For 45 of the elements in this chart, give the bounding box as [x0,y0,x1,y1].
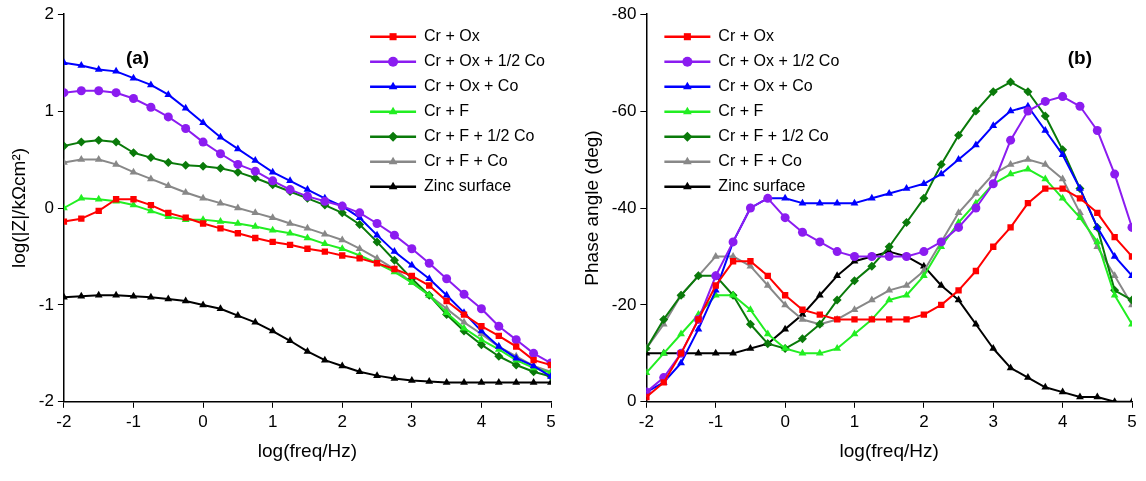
legend-label: Cr + F [718,102,764,120]
x-tick-label: 5 [546,411,556,431]
legend-label: Cr + F + Co [424,152,508,170]
legend-label: Cr + F + 1/2 Co [424,127,535,145]
x-tick-label: 3 [407,411,417,431]
legend-label: Cr + Ox + Co [424,77,519,95]
x-tick-label: 2 [337,411,347,431]
annotation: (b) [1067,47,1092,69]
x-tick-label: 1 [267,411,278,431]
y-axis-title: log(|Z|/kΩcm²) [7,147,29,269]
x-axis-title: log(freq/Hz) [257,439,358,461]
legend-label: Cr + Ox [424,27,480,45]
x-tick-label: -1 [125,411,142,431]
y-tick-label: -2 [38,391,54,411]
x-tick-label: 0 [780,411,790,431]
legend-label: Cr + Ox + Co [718,77,813,95]
legend-label: Zinc surface [424,177,512,195]
x-tick-label: 4 [1057,411,1068,431]
legend-label: Zinc surface [718,177,806,195]
y-tick-label: -20 [611,294,637,314]
x-tick-label: -2 [638,411,654,431]
y-tick-label: 1 [44,100,54,120]
y-tick-label: -80 [611,3,637,23]
y-tick-label: 0 [44,197,54,217]
x-tick-label: 3 [988,411,998,431]
legend-label: Cr + Ox + 1/2 Co [424,52,546,70]
legend-label: Cr + F + Co [718,152,803,170]
y-tick-label: -60 [611,100,637,120]
y-tick-label: 0 [626,391,637,411]
y-tick-label: -1 [38,294,54,314]
legend-label: Cr + F + 1/2 Co [718,127,829,145]
x-tick-label: -1 [708,411,724,431]
x-tick-label: 2 [919,411,929,431]
y-axis-title: Phase angle (deg) [580,130,602,286]
y-tick-label: -40 [611,197,637,217]
x-tick-label: 4 [476,411,487,431]
legend-label: Cr + Ox [718,27,774,45]
y-tick-label: 2 [44,3,54,23]
legend-label: Cr + Ox + 1/2 Co [718,52,840,70]
annotation: (a) [125,47,150,69]
legend-label: Cr + F [424,102,470,120]
x-tick-label: 5 [1127,411,1137,431]
x-tick-label: 1 [849,411,860,431]
x-tick-label: 0 [198,411,208,431]
x-axis-title: log(freq/Hz) [839,439,939,461]
